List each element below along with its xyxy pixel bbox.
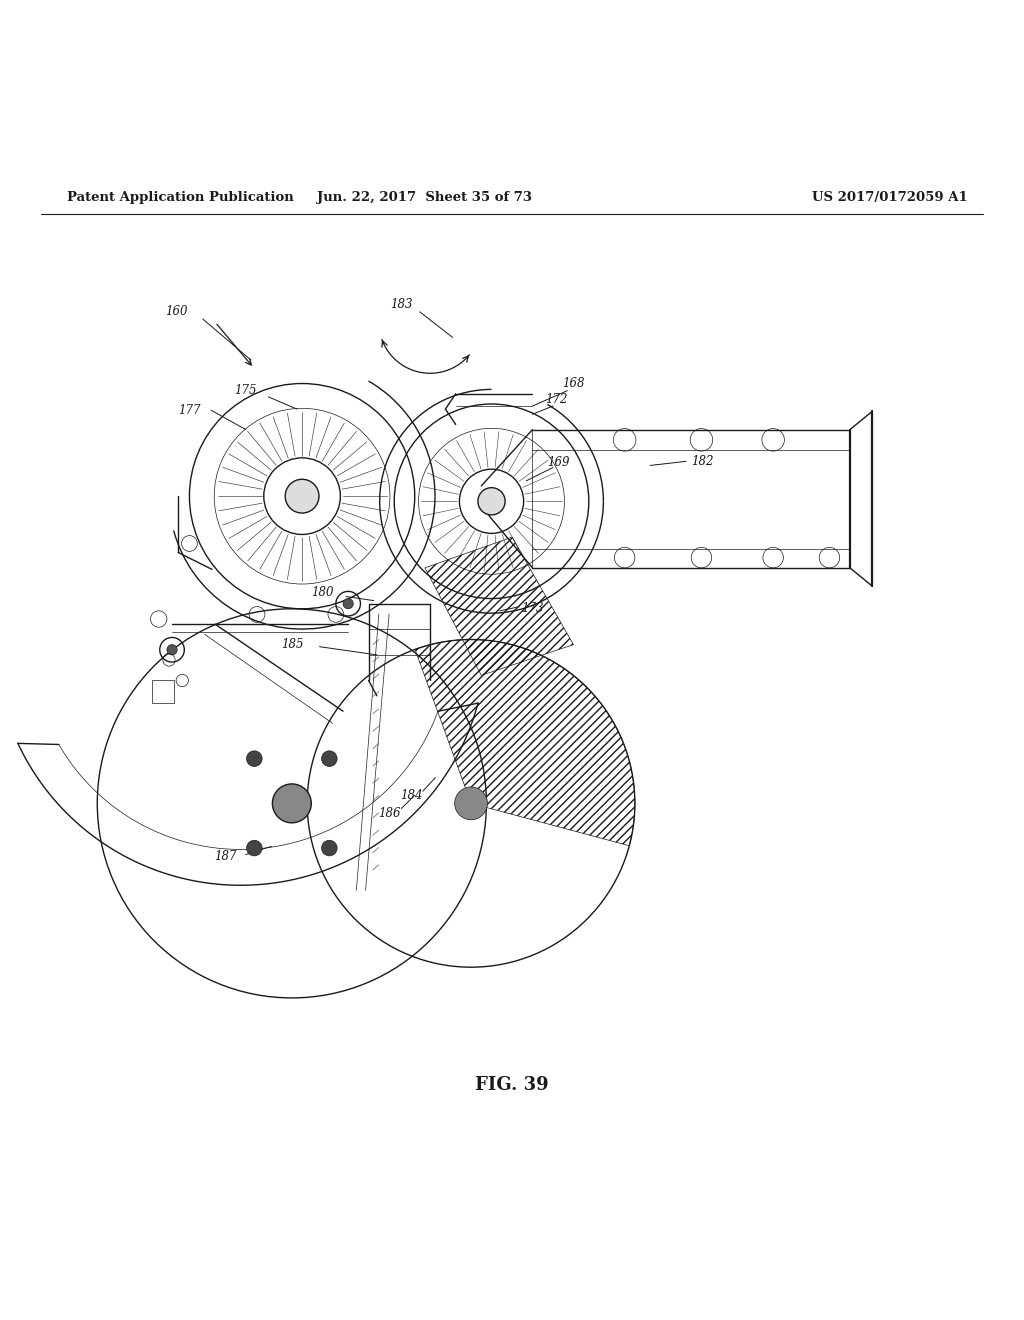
Text: Patent Application Publication: Patent Application Publication	[67, 190, 293, 203]
Text: Jun. 22, 2017  Sheet 35 of 73: Jun. 22, 2017 Sheet 35 of 73	[317, 190, 532, 203]
Circle shape	[247, 841, 262, 855]
Circle shape	[322, 751, 337, 767]
Circle shape	[343, 598, 353, 609]
Text: 185: 185	[282, 638, 304, 651]
Text: 168: 168	[562, 378, 585, 389]
Circle shape	[322, 841, 337, 855]
Text: 180: 180	[311, 586, 334, 599]
Text: 184: 184	[400, 788, 423, 801]
Circle shape	[478, 487, 505, 515]
Text: 177: 177	[178, 404, 201, 417]
Circle shape	[167, 644, 177, 655]
Text: 186: 186	[378, 807, 400, 820]
Text: FIG. 39: FIG. 39	[475, 1076, 549, 1094]
Text: 183: 183	[390, 298, 413, 312]
Circle shape	[272, 784, 311, 822]
Text: US 2017/0172059 A1: US 2017/0172059 A1	[812, 190, 968, 203]
Text: 182: 182	[691, 455, 714, 467]
Bar	[152, 681, 174, 704]
Text: 160: 160	[165, 305, 187, 318]
Circle shape	[247, 751, 262, 767]
Text: 172: 172	[545, 393, 567, 407]
Text: 175: 175	[234, 384, 257, 397]
Circle shape	[455, 787, 487, 820]
Text: 169: 169	[547, 455, 569, 469]
Text: 173: 173	[521, 602, 544, 615]
Text: 187: 187	[214, 850, 237, 863]
Circle shape	[285, 479, 319, 513]
